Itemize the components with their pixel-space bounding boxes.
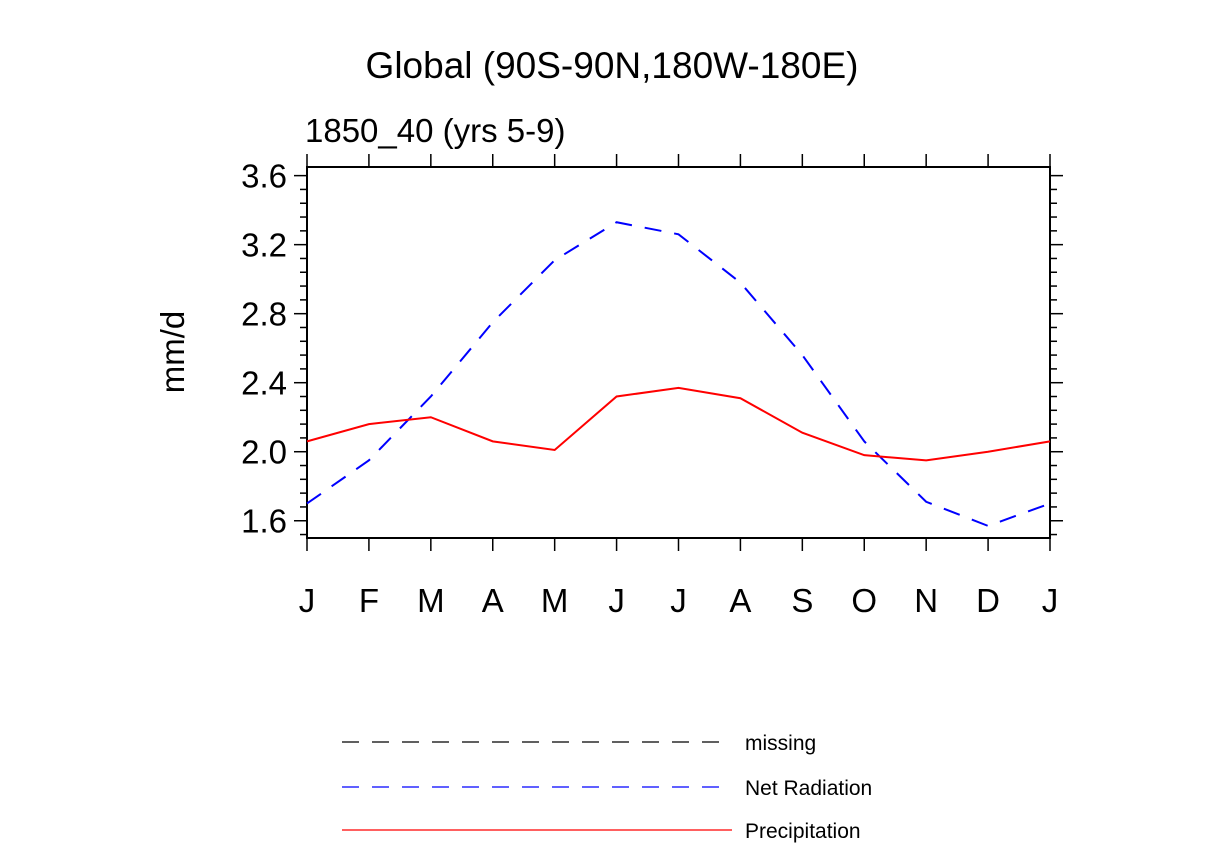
y-tick-label: 2.0 <box>241 434 287 471</box>
legend-label-net-radiation: Net Radiation <box>745 777 872 800</box>
y-tick-label: 2.8 <box>241 296 287 333</box>
plot-frame <box>306 166 1051 539</box>
x-tick-label: F <box>359 582 379 619</box>
x-tick-label: O <box>851 582 877 619</box>
legend-label-precipitation: Precipitation <box>745 820 861 843</box>
x-tick-label: A <box>729 582 751 619</box>
series-line-precipitation <box>306 386 1051 462</box>
x-tick-label: J <box>299 582 316 619</box>
plot-axes: 1.62.02.42.83.23.6J F M A M J J A S O N D J <box>241 154 1063 619</box>
x-tick-label: M <box>541 582 569 619</box>
y-tick-label: 3.6 <box>241 158 287 195</box>
series-line-net-radiation <box>306 221 1051 527</box>
chart-title: Global (90S-90N,180W-180E) <box>366 45 859 86</box>
y-tick-label: 1.6 <box>241 503 287 540</box>
x-tick-label: J <box>670 582 687 619</box>
chart-subtitle: 1850_40 (yrs 5-9) <box>305 112 565 149</box>
x-tick-label: N <box>914 582 938 619</box>
x-tick-label: S <box>791 582 813 619</box>
x-tick-label: J <box>1042 582 1059 619</box>
legend: missing Net Radiation Precipitation <box>342 732 872 843</box>
legend-label-missing: missing <box>745 732 816 755</box>
x-tick-label: D <box>976 582 1000 619</box>
x-tick-label: J <box>608 582 625 619</box>
y-axis-label: mm/d <box>154 311 191 394</box>
x-tick-label: M <box>417 582 445 619</box>
series-layer <box>306 221 1051 527</box>
y-tick-label: 3.2 <box>241 227 287 264</box>
x-tick-label: A <box>482 582 504 619</box>
y-tick-label: 2.4 <box>241 365 287 402</box>
